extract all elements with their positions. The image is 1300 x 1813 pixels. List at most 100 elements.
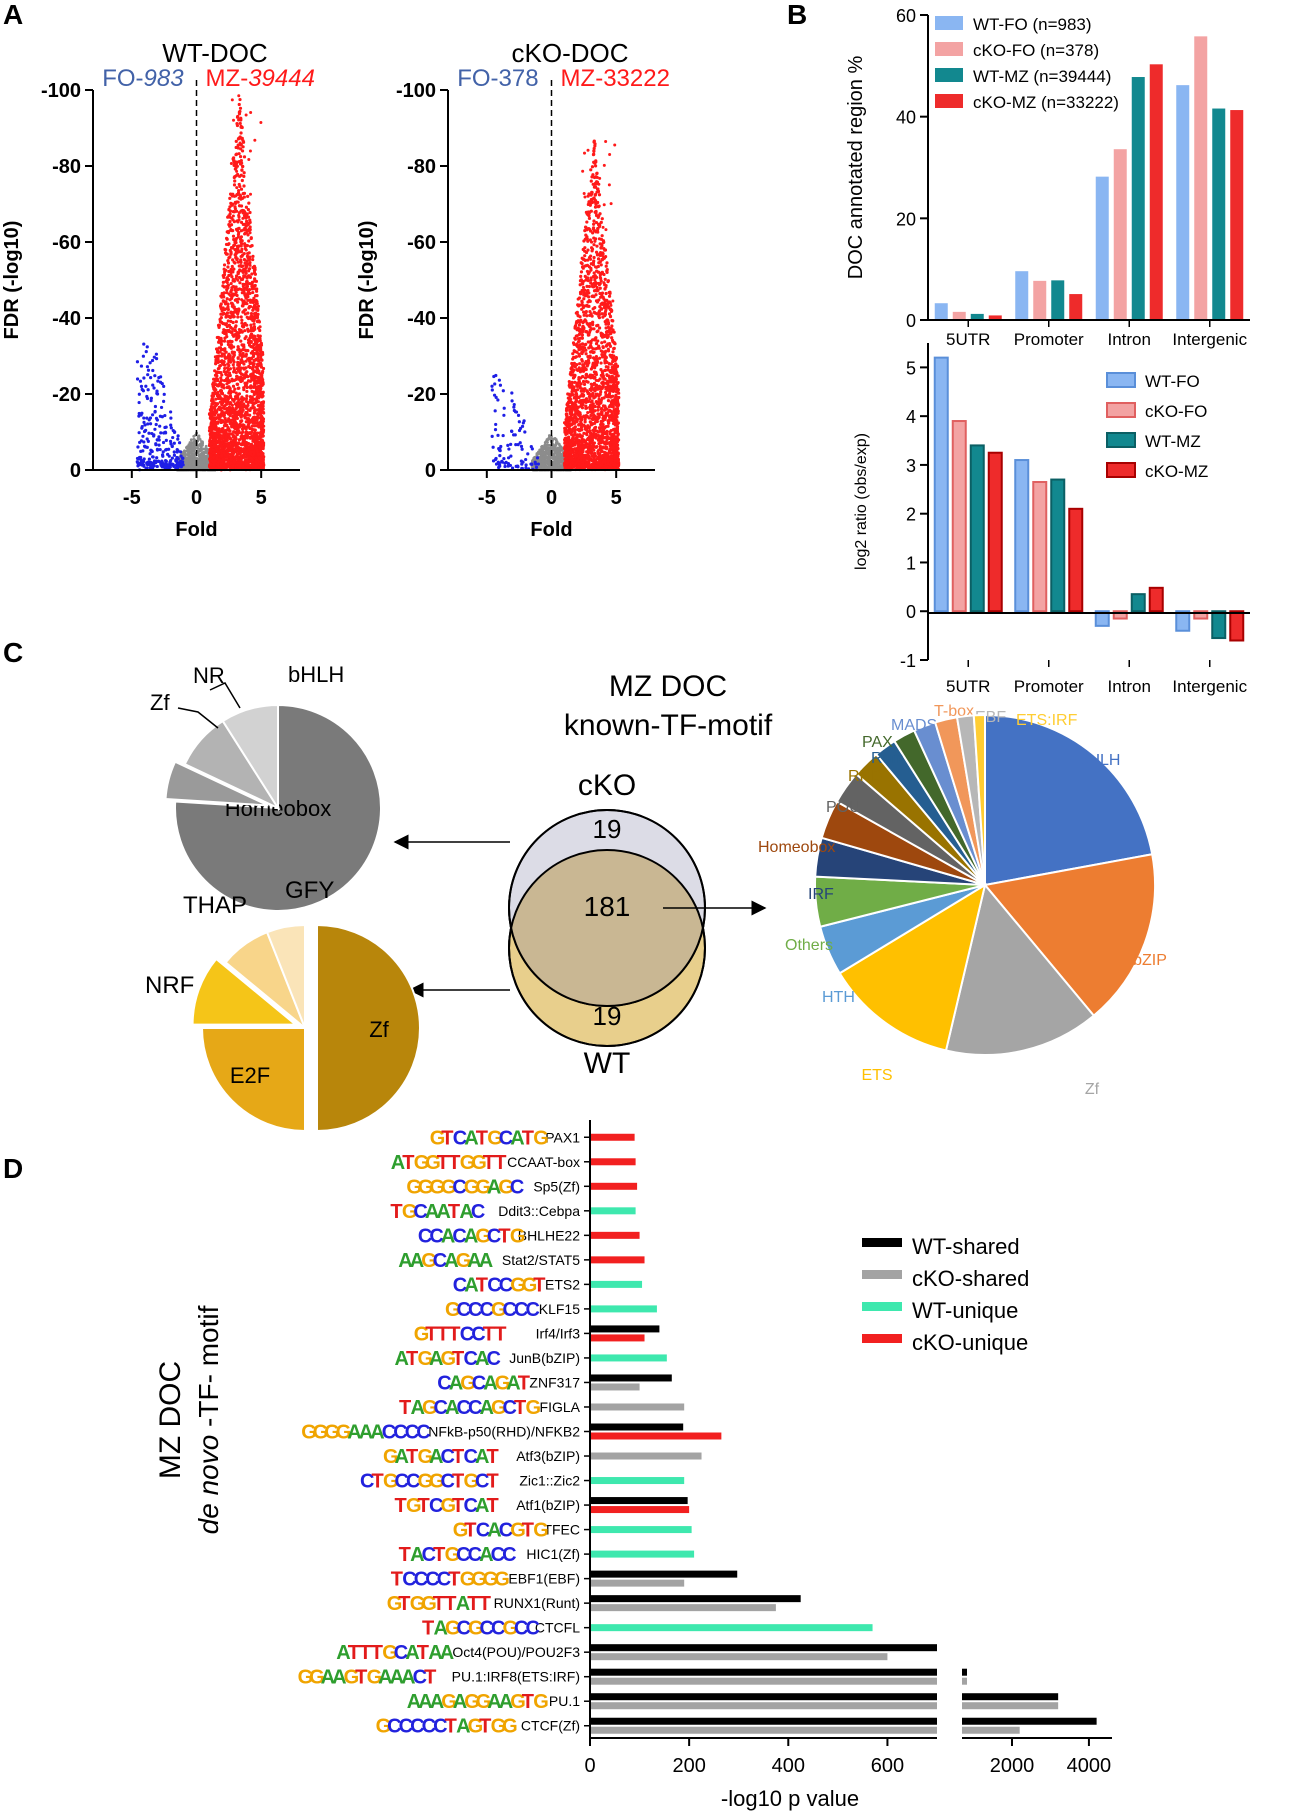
- point-mz: [257, 376, 261, 381]
- point-fo: [135, 360, 140, 364]
- point-mz: [256, 452, 261, 456]
- point-fo: [146, 373, 150, 377]
- point-mz: [243, 274, 247, 278]
- point-mz: [216, 463, 220, 467]
- point-fo: [170, 462, 174, 467]
- point-mz: [237, 411, 241, 416]
- point-mz: [250, 372, 254, 376]
- point-mz: [235, 293, 239, 298]
- point-fo: [519, 444, 524, 448]
- point-mz: [222, 379, 227, 383]
- point-mz: [227, 242, 231, 246]
- point-fo: [491, 445, 495, 449]
- point-mz: [227, 373, 231, 378]
- point-mz: [235, 186, 239, 190]
- point-gray: [204, 457, 207, 461]
- point-mz: [245, 349, 249, 353]
- point-mz: [254, 388, 259, 392]
- point-mz: [217, 435, 221, 439]
- point-gray: [189, 460, 193, 464]
- point-mz: [249, 329, 253, 333]
- point-mz: [235, 455, 240, 459]
- point-mz: [227, 378, 231, 383]
- point-fo: [172, 453, 177, 457]
- point-mz: [250, 356, 254, 360]
- point-fo: [145, 463, 150, 467]
- point-fo: [518, 441, 522, 445]
- point-mz: [244, 462, 248, 466]
- point-mz: [228, 455, 233, 459]
- point-fo: [524, 466, 528, 470]
- point-mz: [220, 359, 224, 363]
- point-mz: [212, 410, 217, 414]
- point-fo: [140, 387, 144, 392]
- point-fo: [154, 357, 159, 361]
- point-mz: [223, 247, 227, 252]
- point-mz: [221, 383, 225, 387]
- point-mz: [247, 239, 251, 243]
- point-mz: [229, 245, 234, 250]
- point-mz: [247, 305, 252, 309]
- point-mz: [239, 434, 243, 439]
- point-mz: [259, 380, 263, 384]
- point-mz: [249, 236, 253, 240]
- point-mz: [246, 408, 251, 412]
- point-gray: [199, 446, 203, 450]
- point-fo: [154, 422, 158, 427]
- point-fo: [137, 392, 141, 396]
- point-mz: [236, 227, 240, 231]
- point-mz: [219, 336, 223, 340]
- point-mz: [236, 278, 240, 282]
- point-mz: [222, 328, 226, 332]
- point-mz: [246, 403, 250, 407]
- point-mz: [247, 157, 251, 161]
- point-fo: [152, 461, 156, 465]
- point-fo: [523, 430, 527, 434]
- point-mz: [228, 219, 232, 224]
- point-mz: [234, 139, 238, 143]
- point-fo: [167, 454, 171, 458]
- point-mz: [246, 194, 250, 198]
- point-mz: [244, 271, 248, 275]
- point-fo: [500, 460, 504, 464]
- point-mz: [213, 355, 218, 359]
- point-fo: [170, 444, 174, 449]
- point-gray: [539, 451, 543, 454]
- point-fo: [150, 413, 155, 417]
- point-fo: [155, 418, 159, 422]
- point-fo: [142, 420, 146, 424]
- point-fo: [146, 388, 150, 392]
- point-mz: [242, 252, 246, 256]
- point-mz: [242, 195, 246, 199]
- point-mz: [231, 435, 235, 439]
- point-mz: [251, 316, 255, 320]
- point-fo: [493, 382, 497, 386]
- point-mz: [243, 451, 248, 456]
- point-fo: [142, 440, 146, 444]
- point-fo: [145, 345, 149, 349]
- point-mz: [242, 405, 246, 409]
- point-gray: [187, 449, 191, 453]
- point-fo: [503, 461, 507, 465]
- point-mz: [230, 397, 235, 402]
- point-mz: [220, 392, 225, 396]
- point-fo: [524, 463, 528, 467]
- point-fo: [530, 462, 534, 466]
- point-fo: [168, 439, 173, 443]
- point-mz: [235, 244, 239, 248]
- point-mz: [232, 456, 236, 460]
- point-fo: [163, 462, 167, 466]
- point-mz: [223, 464, 227, 468]
- point-mz: [226, 314, 231, 318]
- point-mz: [240, 136, 244, 140]
- point-fo: [178, 460, 182, 464]
- point-mz: [229, 319, 233, 324]
- point-fo: [139, 449, 143, 453]
- point-gray: [545, 448, 548, 452]
- point-mz: [239, 124, 243, 128]
- point-fo: [164, 459, 168, 463]
- point-fo: [510, 399, 514, 403]
- y-tick-label: -60: [52, 232, 81, 254]
- point-mz: [240, 318, 244, 322]
- point-mz: [244, 434, 249, 438]
